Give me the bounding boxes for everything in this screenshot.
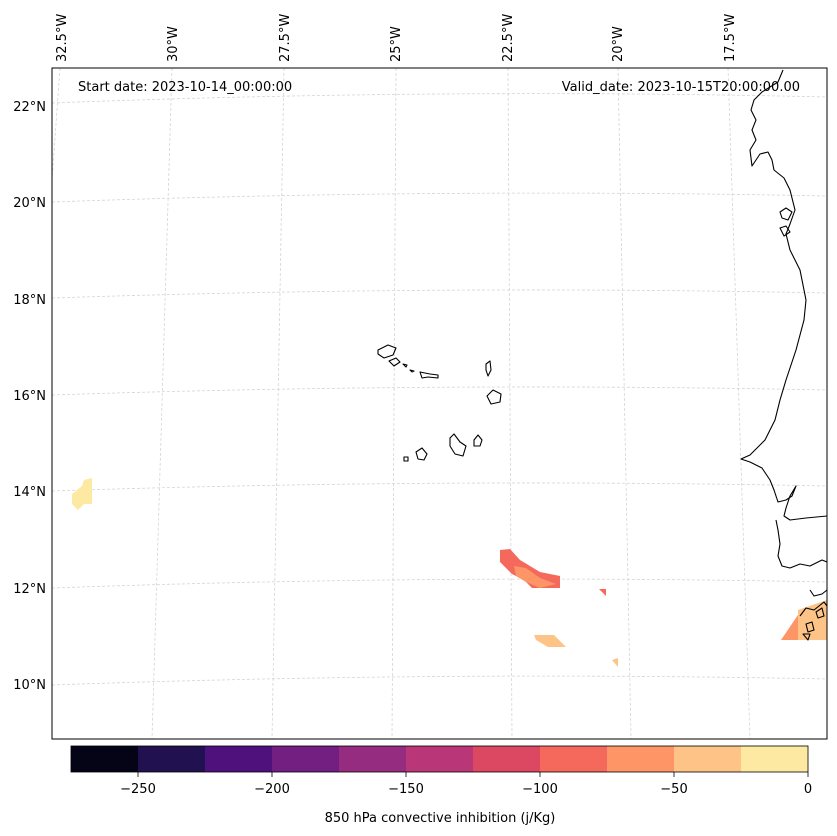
colorbar-swatch-7 — [540, 746, 608, 772]
cbar-tick-label-0: 0 — [804, 782, 812, 797]
coastline-bissagos — [799, 601, 828, 617]
colorbar-swatch-4 — [339, 746, 407, 772]
parallel-12n — [51, 578, 828, 589]
colorbar-swatch-3 — [272, 746, 340, 772]
graticule — [51, 67, 828, 740]
map-panel — [51, 67, 828, 740]
island-brava — [403, 456, 409, 462]
island-sal — [485, 360, 492, 377]
cin-patch-small — [599, 589, 606, 596]
meridian-32-5w — [51, 67, 61, 181]
colorbar-frame — [70, 745, 809, 773]
cbar-tick-label-200: −200 — [254, 782, 290, 797]
colorbar-swatches — [71, 746, 809, 772]
colorbar-swatch-0 — [71, 746, 139, 772]
coastline-inlet-2 — [779, 225, 791, 237]
island-santiago — [449, 433, 467, 457]
lat-label-22n: 22°N — [13, 100, 46, 115]
map-frame — [51, 67, 828, 740]
island-maio — [473, 434, 483, 447]
coastlines — [377, 69, 828, 641]
meridian-20w — [617, 67, 632, 740]
meridian-30w — [151, 67, 173, 740]
lat-label-12n: 12°N — [13, 582, 46, 597]
longitude-labels: 32.5°W 30°W 27.5°W 25°W 22.5°W 20°W 17.5… — [55, 14, 738, 62]
colorbar-swatch-5 — [406, 746, 474, 772]
parallel-18n — [51, 289, 828, 299]
coastline-inlet-1 — [779, 207, 793, 221]
start-date-label: Start date: 2023-10-14_00:00:00 — [78, 80, 292, 95]
lon-label-27-5w: 27.5°W — [278, 14, 293, 62]
cbar-tick-label-250: −250 — [120, 782, 156, 797]
parallel-20n — [51, 192, 828, 203]
lon-label-20w: 20°W — [611, 26, 626, 62]
cin-patch-south-salmon — [500, 549, 560, 588]
cin-patch-south-peach — [534, 635, 566, 647]
colorbar-ticks — [137, 772, 809, 777]
lon-label-32-5w: 32.5°W — [55, 14, 70, 62]
colorbar-label: 850 hPa convective inhibition (j/Kg) — [325, 811, 556, 826]
lat-label-16n: 16°N — [13, 389, 46, 404]
cbar-tick-label-100: −100 — [522, 782, 558, 797]
latitude-labels: 22°N 20°N 18°N 16°N 14°N 12°N 10°N — [13, 100, 46, 693]
island-branco — [409, 369, 415, 373]
meridian-22-5w — [507, 67, 513, 740]
colorbar-swatch-8 — [607, 746, 675, 772]
lat-label-10n: 10°N — [13, 678, 46, 693]
colorbar-swatch-10 — [741, 746, 809, 772]
lon-label-17-5w: 17.5°W — [723, 14, 738, 62]
island-santo-antao — [377, 344, 397, 359]
meridian-25w — [391, 67, 397, 740]
cin-patch-south-orange — [514, 566, 556, 588]
lat-label-18n: 18°N — [13, 293, 46, 308]
island-bissagos-1 — [805, 621, 815, 633]
lat-label-14n: 14°N — [13, 485, 46, 500]
island-boa-vista — [486, 389, 502, 405]
colorbar: −250 −200 −150 −100 −50 0 850 hPa convec… — [70, 745, 812, 826]
island-sao-nicolau — [419, 371, 439, 379]
coastline-guinea — [775, 519, 828, 569]
cin-patch-tiny — [612, 658, 618, 667]
cbar-tick-label-150: −150 — [388, 782, 424, 797]
lon-label-22-5w: 22.5°W — [501, 14, 516, 62]
map-background — [52, 68, 827, 739]
meridian-17-5w — [727, 67, 751, 740]
colorbar-swatch-1 — [138, 746, 206, 772]
island-fogo — [415, 447, 428, 461]
colorbar-swatch-9 — [674, 746, 742, 772]
island-bissagos-3 — [802, 633, 811, 641]
colorbar-swatch-6 — [473, 746, 541, 772]
coastline-africa — [740, 69, 828, 521]
parallel-14n — [51, 482, 828, 492]
coastline-guinea-south — [809, 589, 828, 597]
valid-date-label: Valid_date: 2023-10-15T20:00:00.00 — [562, 80, 800, 95]
lon-label-25w: 25°W — [389, 26, 404, 62]
lat-label-20n: 20°N — [13, 196, 46, 211]
cin-patch-west — [72, 478, 92, 510]
lon-label-30w: 30°W — [166, 26, 181, 62]
parallel-16n — [51, 386, 828, 396]
island-sao-vicente — [388, 357, 401, 367]
island-santa-luzia — [402, 363, 408, 368]
meridian-27-5w — [271, 67, 285, 740]
parallel-10n — [51, 675, 828, 686]
parallel-22n — [51, 93, 828, 104]
island-bissagos-2 — [815, 607, 825, 619]
colorbar-swatch-2 — [205, 746, 273, 772]
cbar-tick-label-50: −50 — [660, 782, 687, 797]
